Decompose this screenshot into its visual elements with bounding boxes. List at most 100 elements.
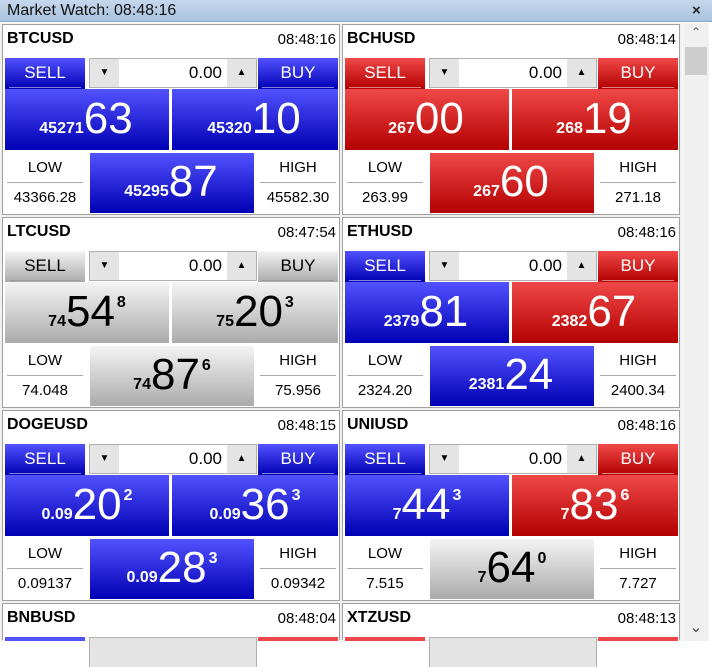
decrease-lot-icon[interactable]: ▼	[430, 252, 459, 280]
low-label: LOW	[347, 539, 423, 569]
quote-time: 08:48:04	[277, 610, 336, 627]
buy-button[interactable]: BUY	[258, 444, 338, 475]
lot-input[interactable]: 0.00	[188, 63, 222, 82]
sell-price-button[interactable]: 7454 8	[5, 282, 169, 343]
quote-time: 08:48:15	[277, 417, 336, 434]
sell-price-pips: 00	[414, 94, 464, 143]
high-value: 0.09342	[270, 575, 326, 592]
buy-price-button[interactable]: 26819	[512, 89, 678, 150]
mid-price-point: 6	[201, 357, 211, 374]
sell-price-point: 2	[123, 487, 133, 504]
scroll-down-icon[interactable]: ⌄	[689, 619, 703, 636]
sell-button[interactable]	[5, 637, 85, 641]
high-value: 75.956	[275, 382, 321, 399]
increase-lot-icon[interactable]: ▲	[567, 445, 596, 473]
high-value: 7.727	[619, 575, 657, 592]
lot-stepper: ▼ 0.00 ▲	[89, 251, 257, 281]
increase-lot-icon[interactable]: ▲	[227, 59, 256, 87]
decrease-lot-icon[interactable]: ▼	[90, 445, 119, 473]
lot-input[interactable]: 0.00	[528, 449, 562, 468]
low-block: LOW 263.99	[345, 153, 425, 213]
buy-price-button[interactable]: 4532010	[172, 89, 338, 150]
buy-button[interactable]: BUY	[598, 58, 678, 89]
increase-lot-icon[interactable]: ▲	[227, 252, 256, 280]
increase-lot-icon[interactable]: ▲	[567, 59, 596, 87]
low-block: LOW 2324.20	[345, 346, 425, 406]
sell-price-button[interactable]: 0.0920 2	[5, 475, 169, 536]
lot-stepper[interactable]	[429, 637, 597, 667]
spread-mid-price: 0.0928 3	[90, 539, 254, 599]
low-value: 43366.28	[13, 189, 77, 206]
low-value: 0.09137	[17, 575, 73, 592]
mid-price-point: 0	[537, 550, 547, 567]
decrease-lot-icon[interactable]: ▼	[430, 59, 459, 87]
vertical-scrollbar[interactable]: ⌃ ⌄	[683, 23, 709, 641]
buy-button[interactable]	[258, 637, 338, 641]
increase-lot-icon[interactable]: ▲	[227, 445, 256, 473]
lot-input[interactable]: 0.00	[188, 449, 222, 468]
sell-price-prefix: 7	[392, 506, 402, 523]
sell-price-button[interactable]: 237981	[345, 282, 509, 343]
buy-price-button[interactable]: 238267	[512, 282, 678, 343]
lot-stepper: ▼ 0.00 ▲	[89, 444, 257, 474]
sell-price-pips: 54	[65, 287, 115, 336]
sell-button[interactable]: SELL	[5, 58, 85, 89]
sell-price-prefix: 0.09	[41, 506, 73, 523]
low-label: LOW	[7, 153, 83, 183]
decrease-lot-icon[interactable]: ▼	[90, 59, 119, 87]
lot-input[interactable]: 0.00	[528, 256, 562, 275]
quote-time: 08:48:16	[617, 224, 676, 241]
lot-stepper[interactable]	[89, 637, 257, 667]
sell-button[interactable]: SELL	[345, 58, 425, 89]
high-block: HIGH 271.18	[598, 153, 678, 213]
scroll-up-icon[interactable]: ⌃	[690, 25, 702, 39]
lot-input[interactable]: 0.00	[528, 63, 562, 82]
sell-button[interactable]	[345, 637, 425, 641]
scroll-thumb[interactable]	[685, 47, 707, 75]
lot-stepper: ▼ 0.00 ▲	[429, 58, 597, 88]
buy-button[interactable]	[598, 637, 678, 641]
low-block: LOW 74.048	[5, 346, 85, 406]
buy-button[interactable]: BUY	[258, 251, 338, 282]
low-value: 263.99	[362, 189, 408, 206]
sell-button[interactable]: SELL	[5, 444, 85, 475]
decrease-lot-icon[interactable]: ▼	[90, 252, 119, 280]
sell-button[interactable]: SELL	[345, 444, 425, 475]
buy-price-button[interactable]: 7520 3	[172, 282, 338, 343]
low-label: LOW	[7, 346, 83, 376]
decrease-lot-icon[interactable]: ▼	[430, 445, 459, 473]
buy-button[interactable]: BUY	[598, 251, 678, 282]
buy-price-button[interactable]: 783 6	[512, 475, 678, 536]
title-bar: Market Watch: 08:48:16 ×	[0, 0, 712, 22]
high-block: HIGH 7.727	[598, 539, 678, 599]
sell-button[interactable]: SELL	[5, 251, 85, 282]
buy-price-button[interactable]: 0.0936 3	[172, 475, 338, 536]
lot-input[interactable]: 0.00	[188, 256, 222, 275]
symbol-name: LTCUSD	[7, 223, 71, 240]
buy-price-point: 6	[620, 487, 630, 504]
sell-price-button[interactable]: 26700	[345, 89, 509, 150]
sell-price-button[interactable]: 4527163	[5, 89, 169, 150]
low-label: LOW	[7, 539, 83, 569]
spread-mid-price: 26760	[430, 153, 594, 213]
symbol-name: XTZUSD	[347, 609, 411, 626]
close-icon[interactable]: ×	[692, 2, 701, 19]
buy-button[interactable]: BUY	[598, 444, 678, 475]
buy-price-pips: 19	[582, 94, 632, 143]
buy-button[interactable]: BUY	[258, 58, 338, 89]
symbol-name: BTCUSD	[7, 30, 74, 47]
low-block: LOW 43366.28	[5, 153, 85, 213]
mid-price-prefix: 74	[133, 376, 151, 393]
buy-price-pips: 36	[240, 480, 290, 529]
sell-price-prefix: 74	[48, 313, 66, 330]
high-value: 2400.34	[610, 382, 666, 399]
low-value: 74.048	[22, 382, 68, 399]
sell-price-prefix: 45271	[39, 120, 84, 137]
symbol-panel-btcusd: BTCUSD 08:48:16 SELL ▼ 0.00 ▲ BUY 4527163…	[2, 24, 340, 215]
increase-lot-icon[interactable]: ▲	[567, 252, 596, 280]
sell-price-button[interactable]: 744 3	[345, 475, 509, 536]
high-value: 271.18	[615, 189, 661, 206]
high-label: HIGH	[600, 153, 676, 183]
symbol-panel-bchusd: BCHUSD 08:48:14 SELL ▼ 0.00 ▲ BUY 26700 26…	[342, 24, 680, 215]
sell-button[interactable]: SELL	[345, 251, 425, 282]
